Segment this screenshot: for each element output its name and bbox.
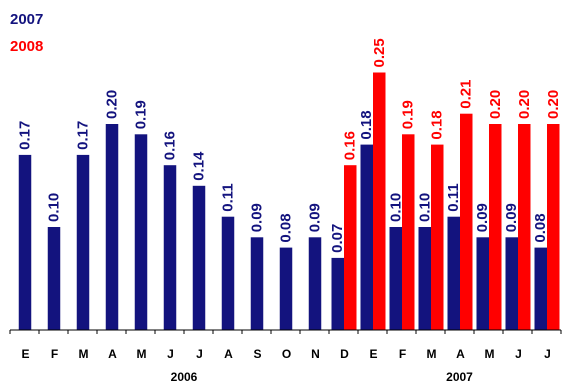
value-label: 0.19 (400, 100, 417, 129)
x-tick-label: A (108, 347, 117, 361)
value-label: 0.18 (358, 110, 375, 139)
bar-2008 (373, 72, 386, 330)
x-tick-label: M (485, 347, 495, 361)
x-tick-label: E (21, 347, 29, 361)
x-tick-label: D (340, 347, 349, 361)
x-tick-label: M (79, 347, 89, 361)
value-label: 0.10 (387, 193, 404, 222)
value-label: 0.16 (162, 131, 179, 160)
bar-2007 (308, 237, 322, 330)
value-label: 0.11 (445, 183, 462, 211)
value-label: 0.20 (545, 90, 562, 119)
bar-2008 (460, 113, 473, 330)
value-label: 0.11 (220, 183, 237, 211)
bar-2007 (534, 247, 547, 330)
bar-2007 (505, 237, 518, 330)
value-label: 0.20 (516, 90, 533, 119)
value-label: 0.19 (133, 100, 150, 129)
value-label: 0.09 (474, 203, 491, 232)
value-label: 0.07 (329, 224, 346, 253)
bar-2007 (279, 247, 293, 330)
value-label: 0.25 (371, 38, 388, 67)
bar-2007 (163, 165, 177, 330)
bar-2008 (431, 144, 444, 330)
bar-2007 (389, 227, 402, 330)
value-label: 0.20 (104, 90, 121, 119)
value-label: 0.18 (429, 110, 446, 139)
x-tick-label: E (369, 347, 377, 361)
year-group-label: 2006 (171, 370, 198, 383)
year-group-label: 2007 (446, 370, 473, 383)
legend-2008: 2008 (10, 38, 44, 55)
bar-2007 (134, 134, 148, 330)
bar-2007 (476, 237, 489, 330)
x-tick-label: J (544, 347, 551, 361)
value-label: 0.10 (46, 193, 63, 222)
bar-2007 (192, 185, 206, 330)
x-tick-label: A (456, 347, 465, 361)
value-label: 0.14 (191, 151, 208, 181)
value-label: 0.17 (75, 121, 92, 150)
x-tick-label: N (311, 347, 320, 361)
value-label: 0.09 (249, 203, 266, 232)
value-label: 0.20 (487, 90, 504, 119)
value-label: 0.09 (503, 203, 520, 232)
x-tick-label: A (224, 347, 233, 361)
bar-2007 (105, 124, 119, 330)
x-tick-label: J (196, 347, 203, 361)
value-label: 0.08 (532, 213, 549, 242)
bar-2007 (331, 257, 344, 330)
x-tick-label: S (253, 347, 261, 361)
bar-2007 (360, 144, 373, 330)
x-tick-label: F (399, 347, 406, 361)
bar-2007 (447, 216, 460, 330)
bar-2007 (76, 154, 90, 330)
bar-2007 (221, 216, 235, 330)
value-label: 0.21 (458, 79, 475, 108)
value-label: 0.09 (307, 203, 324, 232)
bar-2008 (402, 134, 415, 330)
value-label: 0.10 (416, 193, 433, 222)
bar-2008 (344, 165, 357, 330)
bar-2008 (547, 124, 560, 330)
x-tick-label: M (427, 347, 437, 361)
value-label: 0.08 (278, 213, 295, 242)
x-tick-label: F (51, 347, 58, 361)
bar-2007 (47, 227, 61, 330)
x-tick-label: O (282, 347, 291, 361)
bar-2007 (250, 237, 264, 330)
bar-2008 (489, 124, 502, 330)
x-tick-label: J (515, 347, 522, 361)
bar-2007 (418, 227, 431, 330)
x-tick-label: M (137, 347, 147, 361)
bar-2007 (18, 154, 32, 330)
value-label: 0.17 (17, 121, 34, 150)
x-tick-label: J (167, 347, 174, 361)
legend-2007: 2007 (10, 11, 44, 28)
value-label: 0.16 (342, 131, 359, 160)
bar-2008 (518, 124, 531, 330)
